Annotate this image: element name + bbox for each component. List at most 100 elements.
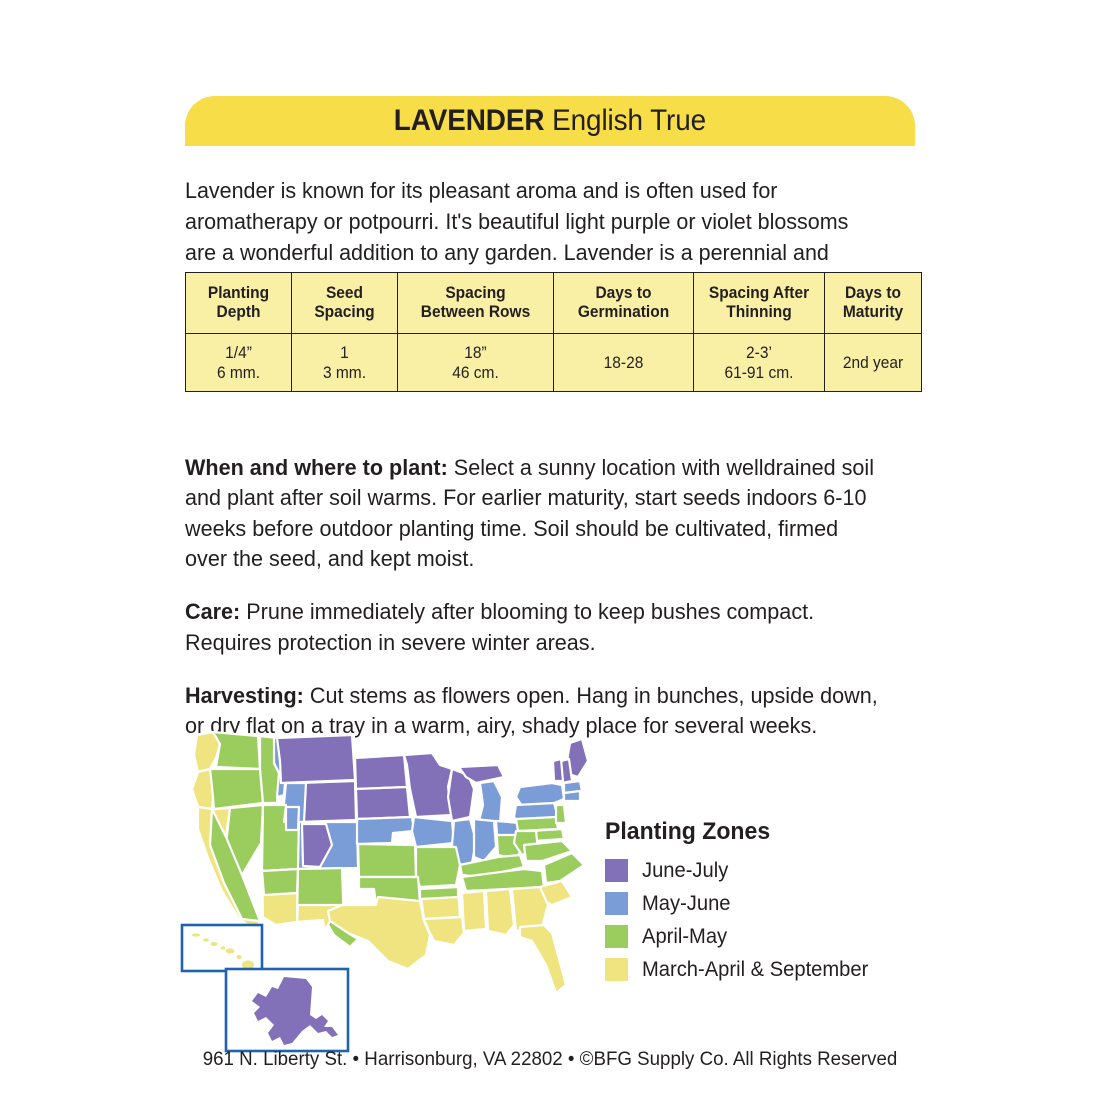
planting-zones-legend: Planting Zones June-July May-June April-… bbox=[605, 820, 905, 986]
table-header-line: Days to bbox=[844, 284, 902, 302]
section-body: Prune immediately after blooming to keep… bbox=[185, 599, 815, 655]
table-header-line: Spacing After bbox=[708, 284, 810, 302]
page-title: LAVENDER English True bbox=[394, 106, 706, 136]
seed-packet-back: LAVENDER English True Lavender is known … bbox=[180, 0, 922, 1100]
planting-info-table: Planting Depth Seed Spacing Spacing Betw… bbox=[185, 272, 922, 392]
section-label: Care: bbox=[185, 599, 241, 624]
legend-swatch-icon bbox=[605, 958, 628, 981]
legend-item-label: June-July bbox=[642, 859, 729, 882]
legend-item-may-june: May-June bbox=[605, 887, 905, 920]
table-value-line: 1/4” bbox=[225, 343, 252, 362]
table-header-cell: Seed Spacing bbox=[291, 272, 398, 334]
state-arkansas-north bbox=[418, 885, 460, 901]
hawaii-islands bbox=[192, 933, 254, 970]
state-nebraska bbox=[355, 815, 416, 846]
table-header-line: Spacing bbox=[314, 303, 375, 321]
legend-item-label: March-April & September bbox=[642, 958, 869, 981]
legend-swatch-icon bbox=[605, 859, 628, 882]
table-value-cell: 1/4” 6 mm. bbox=[185, 333, 292, 392]
table-value-line: 18” bbox=[464, 343, 487, 362]
footer-address: 961 N. Liberty St. • Harrisonburg, VA 22… bbox=[202, 1048, 898, 1070]
state-wyoming bbox=[297, 779, 358, 824]
section-harvesting: Harvesting: Cut stems as flowers open. H… bbox=[185, 681, 886, 742]
state-connecticut-ri bbox=[562, 789, 582, 803]
state-iowa bbox=[410, 815, 456, 849]
table-header-line: Thinning bbox=[726, 303, 792, 321]
state-virginia bbox=[522, 839, 574, 863]
table-header-line: Spacing bbox=[445, 284, 506, 302]
legend-title: Planting Zones bbox=[605, 818, 771, 845]
section-label: Harvesting: bbox=[185, 682, 304, 708]
legend-swatch-icon bbox=[605, 925, 628, 948]
table-header-line: Seed bbox=[325, 284, 364, 302]
instruction-sections: When and where to plant: Select a sunny … bbox=[185, 430, 915, 762]
table-value-line: 18-28 bbox=[603, 353, 644, 372]
crop-name: LAVENDER bbox=[393, 104, 545, 137]
state-colorado-mountains bbox=[300, 822, 334, 869]
table-value-cell: 18” 46 cm. bbox=[397, 333, 554, 392]
header-banner: LAVENDER English True bbox=[185, 96, 915, 146]
state-kansas bbox=[356, 842, 418, 879]
table-header-row: Planting Depth Seed Spacing Spacing Betw… bbox=[185, 272, 922, 334]
legend-swatch-icon bbox=[605, 892, 628, 915]
table-value-row: 1/4” 6 mm. 1 3 mm. 18” 46 cm. 18-28 2-3’… bbox=[185, 333, 922, 392]
table-header-cell: Spacing After Thinning bbox=[693, 272, 825, 334]
legend-item-april-may: April-May bbox=[605, 920, 905, 953]
planting-zone-map-area: Planting Zones June-July May-June April-… bbox=[180, 725, 915, 1055]
section-care: Care: Prune immediately after blooming t… bbox=[185, 597, 886, 658]
table-header-line: Depth bbox=[216, 303, 261, 321]
table-value-line: 6 mm. bbox=[216, 363, 261, 382]
state-north-dakota bbox=[353, 753, 409, 791]
state-texas-west bbox=[326, 919, 360, 949]
state-kentucky bbox=[458, 853, 526, 879]
state-new-jersey bbox=[554, 803, 568, 825]
table-value-cell: 2-3’ 61-91 cm. bbox=[693, 333, 825, 392]
table-value-line: 2nd year bbox=[842, 353, 904, 372]
legend-item-june-july: June-July bbox=[605, 854, 905, 887]
state-alabama bbox=[484, 887, 516, 937]
state-maine bbox=[564, 737, 590, 779]
table-header-cell: Days to Maturity bbox=[824, 272, 922, 334]
legend-item-label: April-May bbox=[642, 925, 728, 948]
legend-item-march-april-september: March-April & September bbox=[605, 953, 905, 986]
section-when-and-where-to-plant: When and where to plant: Select a sunny … bbox=[185, 453, 886, 575]
state-missouri bbox=[414, 845, 462, 889]
state-north-carolina bbox=[542, 851, 586, 885]
table-value-line: 3 mm. bbox=[322, 363, 367, 382]
state-florida bbox=[518, 923, 568, 995]
table-value-line: 2-3’ bbox=[746, 343, 772, 362]
table-value-cell: 18-28 bbox=[553, 333, 694, 392]
table-value-line: 61-91 cm. bbox=[724, 363, 794, 382]
variety-name: English True bbox=[552, 104, 707, 137]
section-body: Cut stems as flowers open. Hang in bunch… bbox=[185, 682, 878, 739]
section-body: Select a sunny location with welldrained… bbox=[185, 454, 875, 572]
state-oregon bbox=[208, 767, 265, 811]
state-arizona-north bbox=[260, 867, 300, 897]
state-georgia bbox=[510, 885, 550, 933]
table-header-cell: Planting Depth bbox=[185, 272, 292, 334]
state-south-dakota bbox=[354, 785, 412, 821]
state-montana bbox=[275, 733, 357, 785]
alaska-inset bbox=[224, 967, 350, 1053]
table-header-line: Maturity bbox=[842, 303, 904, 321]
table-header-line: Germination bbox=[577, 303, 670, 321]
state-louisiana bbox=[422, 915, 466, 947]
state-tennessee bbox=[460, 867, 546, 893]
state-vermont bbox=[551, 757, 565, 783]
table-header-cell: Spacing Between Rows bbox=[397, 272, 554, 334]
state-michigan-upper bbox=[457, 763, 506, 785]
table-header-line: Between Rows bbox=[420, 303, 531, 321]
state-indiana bbox=[472, 817, 498, 863]
state-mississippi bbox=[460, 889, 488, 933]
table-header-cell: Days to Germination bbox=[553, 272, 694, 334]
state-california bbox=[208, 807, 262, 923]
table-value-line: 46 cm. bbox=[452, 363, 499, 382]
table-header-line: Planting bbox=[207, 284, 270, 302]
state-utah-east bbox=[284, 805, 301, 832]
table-value-line: 1 bbox=[340, 343, 349, 362]
section-label: When and where to plant: bbox=[185, 454, 448, 480]
table-header-line: Days to bbox=[595, 284, 652, 302]
legend-item-label: May-June bbox=[642, 892, 731, 915]
hawaii-inset bbox=[180, 923, 264, 973]
state-washington bbox=[211, 730, 262, 771]
